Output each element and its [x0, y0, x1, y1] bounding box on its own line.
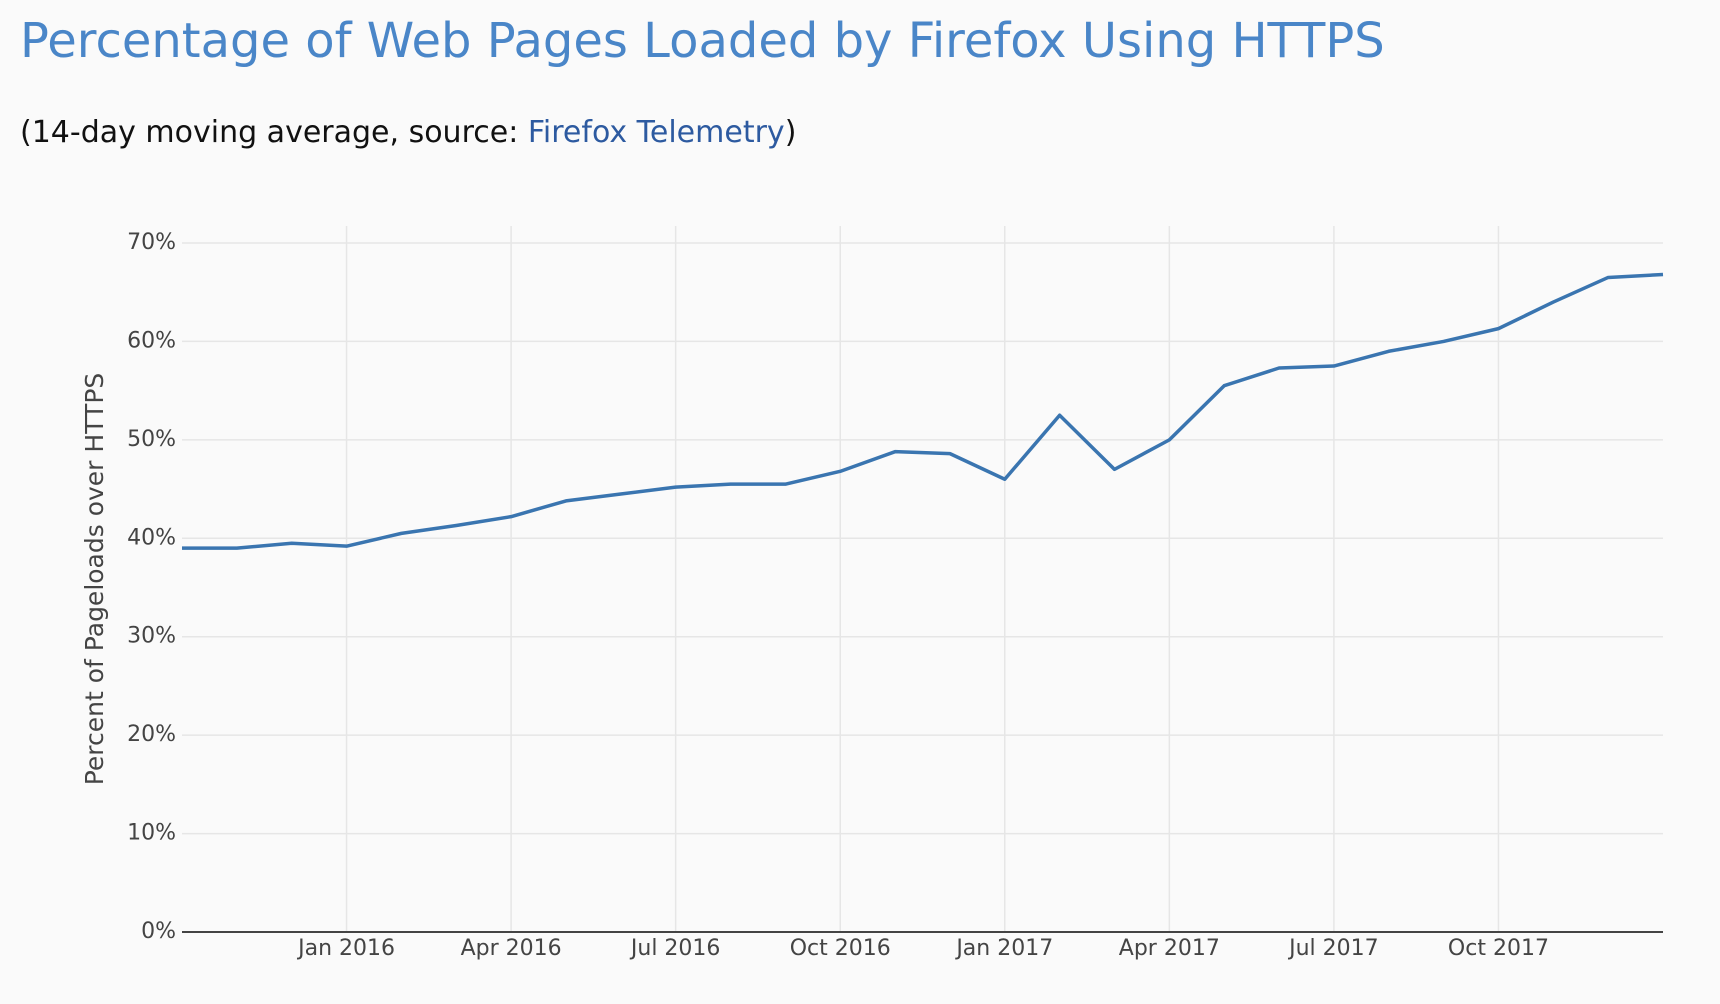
- y-tick-label: 10%: [127, 821, 176, 846]
- source-link[interactable]: Firefox Telemetry: [528, 115, 785, 150]
- x-tick-label: Jul 2017: [1287, 936, 1379, 961]
- subtitle-prefix: (14-day moving average, source:: [20, 115, 528, 150]
- y-tick-label: 70%: [127, 230, 176, 255]
- y-tick-label: 30%: [127, 624, 176, 649]
- y-tick-label: 20%: [127, 722, 176, 747]
- subtitle-suffix: ): [785, 115, 797, 150]
- y-tick-label: 60%: [127, 328, 176, 353]
- x-tick-label: Jan 2017: [954, 936, 1053, 961]
- y-tick-label: 0%: [141, 919, 176, 944]
- x-tick-label: Jan 2016: [296, 936, 395, 961]
- x-tick-label: Oct 2016: [790, 936, 891, 961]
- y-axis-label: Percent of Pageloads over HTTPS: [80, 373, 109, 786]
- x-tick-label: Oct 2017: [1448, 936, 1549, 961]
- x-tick-label: Apr 2017: [1119, 936, 1220, 961]
- chart-title: Percentage of Web Pages Loaded by Firefo…: [20, 13, 1385, 69]
- x-tick-label: Apr 2016: [461, 936, 562, 961]
- y-tick-label: 50%: [127, 427, 176, 452]
- y-tick-label: 40%: [127, 525, 176, 550]
- x-tick-label: Jul 2016: [629, 936, 721, 961]
- data-line: [182, 272, 1664, 550]
- subtitle: (14-day moving average, source: Firefox …: [20, 115, 796, 150]
